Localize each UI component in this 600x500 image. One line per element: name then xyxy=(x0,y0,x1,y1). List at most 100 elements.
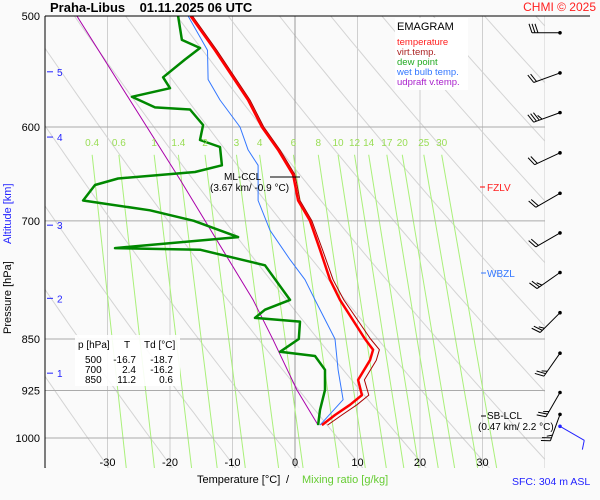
fzlv-annotation: FZLV xyxy=(480,183,511,194)
barb-feather xyxy=(531,23,536,33)
series-temperature xyxy=(189,16,375,427)
x-tick-label: 10 xyxy=(351,457,363,469)
mixing-ratio-line xyxy=(118,154,155,468)
barb-feather xyxy=(528,200,537,208)
barb-feather xyxy=(528,23,533,33)
ml-ccl-label: ML-CCL xyxy=(224,172,262,183)
dry-adiabat xyxy=(330,16,545,264)
profiles xyxy=(76,16,380,427)
dry-adiabat xyxy=(73,16,427,468)
mixing-ratio-line xyxy=(153,154,193,468)
fzlv-label: FZLV xyxy=(487,183,511,194)
mixing-ratio-label: 0.4 xyxy=(85,138,99,149)
mixing-ratio-line xyxy=(441,154,498,468)
mixing-ratio-label: 14 xyxy=(363,138,375,149)
barb-station-dot xyxy=(558,110,562,115)
series-dew-point xyxy=(81,16,327,426)
mixing-ratio-label: 12 xyxy=(349,138,361,149)
axes: 0.4 0.6 1 1.4 2 3 4 6 8 10 12 14 17 20 25 3050060070085… xyxy=(16,11,590,469)
x-axis-label: Temperature [°C] xyxy=(197,474,280,486)
y-axis-label-altitude: Altitude [km] xyxy=(2,183,14,244)
ml-ccl-detail: (3.67 km/ -0.9 °C) xyxy=(210,183,289,194)
x-tick-label: -20 xyxy=(162,457,178,469)
x-axis-separator: / xyxy=(286,474,290,486)
dry-adiabat xyxy=(381,16,545,202)
wind-barb xyxy=(529,270,562,289)
mixing-ratio-label: 4 xyxy=(257,138,263,149)
mixing-ratio-line xyxy=(204,154,246,468)
ml-ccl-annotation: ML-CCL (3.67 km/ -0.9 °C) xyxy=(210,172,300,194)
barb-feather xyxy=(531,280,540,288)
altitude-tick-label: 5 xyxy=(57,68,63,79)
table-cell: 2.4 xyxy=(122,365,136,376)
barb-staff xyxy=(536,272,561,289)
mixing-ratio-label: 20 xyxy=(397,138,409,149)
wind-barb xyxy=(528,231,562,248)
mixing-ratio-label: 8 xyxy=(315,138,321,149)
altitude-tick-label: 3 xyxy=(57,221,63,232)
copyright: CHMI © 2025 xyxy=(523,0,596,14)
legend-item-updraft: udpraft v.temp. xyxy=(397,77,460,88)
wbzl-annotation: WBZL xyxy=(481,269,515,280)
barb-station-dot xyxy=(558,424,562,429)
mixing-ratio-label: 0.6 xyxy=(112,138,126,149)
barb-feather xyxy=(531,327,541,333)
table-row: 500 -16.7 -18.7 xyxy=(85,355,173,366)
barb-station-dot xyxy=(558,351,562,356)
y-tick-label: 700 xyxy=(22,216,40,228)
barb-feather xyxy=(530,238,539,246)
barb-staff xyxy=(545,392,561,417)
series-udpraft-v-temp xyxy=(76,16,319,426)
barb-feather xyxy=(537,115,543,120)
x-tick-label: 0 xyxy=(292,457,298,469)
table-cell: -16.2 xyxy=(150,365,173,376)
table-header-td: Td [°C] xyxy=(144,340,175,351)
wind-barbs xyxy=(527,23,585,450)
barb-feather xyxy=(538,411,548,415)
barb-staff xyxy=(543,352,561,377)
grid xyxy=(45,16,545,468)
legend-item-virt-temp: virt.temp. xyxy=(397,47,436,58)
mixing-ratio-line xyxy=(423,154,479,468)
mixing-ratio-line xyxy=(354,154,405,468)
mixing-ratio-label: 25 xyxy=(418,138,430,149)
dry-adiabat xyxy=(45,124,300,468)
barb-staff xyxy=(533,72,561,83)
barb-feather xyxy=(527,157,535,166)
barb-feather xyxy=(530,113,537,122)
legend-item-dew-point: dew point xyxy=(397,57,438,68)
mixing-ratio-line xyxy=(259,154,304,468)
legend-box xyxy=(395,18,468,90)
barb-feather xyxy=(534,23,539,33)
altitude-tick-label: 4 xyxy=(57,133,63,144)
y-tick-label: 925 xyxy=(22,386,40,398)
legend: EMAGRAM temperature virt.temp. dew point… xyxy=(395,18,468,90)
table-cell: 850 xyxy=(85,375,102,386)
barb-station-dot xyxy=(558,390,562,395)
wind-barb xyxy=(528,191,562,208)
barb-station-dot xyxy=(558,191,562,196)
grid-lines xyxy=(45,16,545,468)
barb-station-dot xyxy=(558,151,562,155)
dry-adiabat xyxy=(45,375,110,468)
barb-staff xyxy=(539,312,561,333)
barb-staff xyxy=(535,232,561,248)
wind-barb xyxy=(527,151,562,166)
altitude-tick-label: 2 xyxy=(57,294,63,305)
barb-feather xyxy=(530,156,538,164)
table-cell: -16.7 xyxy=(113,355,136,366)
barb-station-dot xyxy=(558,412,562,417)
barb-staff xyxy=(533,112,561,123)
table-cell: 700 xyxy=(85,365,102,376)
y-tick-label: 1000 xyxy=(16,433,40,445)
dry-adiabat xyxy=(45,288,174,468)
barb-feather xyxy=(528,240,537,248)
barb-feather xyxy=(546,434,553,437)
barb-feather xyxy=(581,440,585,450)
barb-staff xyxy=(535,192,561,208)
sfc-label: SFC: 304 m ASL xyxy=(512,476,590,488)
table-row: 700 2.4 -16.2 xyxy=(85,365,173,376)
x-tick-label: 30 xyxy=(476,457,488,469)
table-cell: -18.7 xyxy=(150,355,173,366)
